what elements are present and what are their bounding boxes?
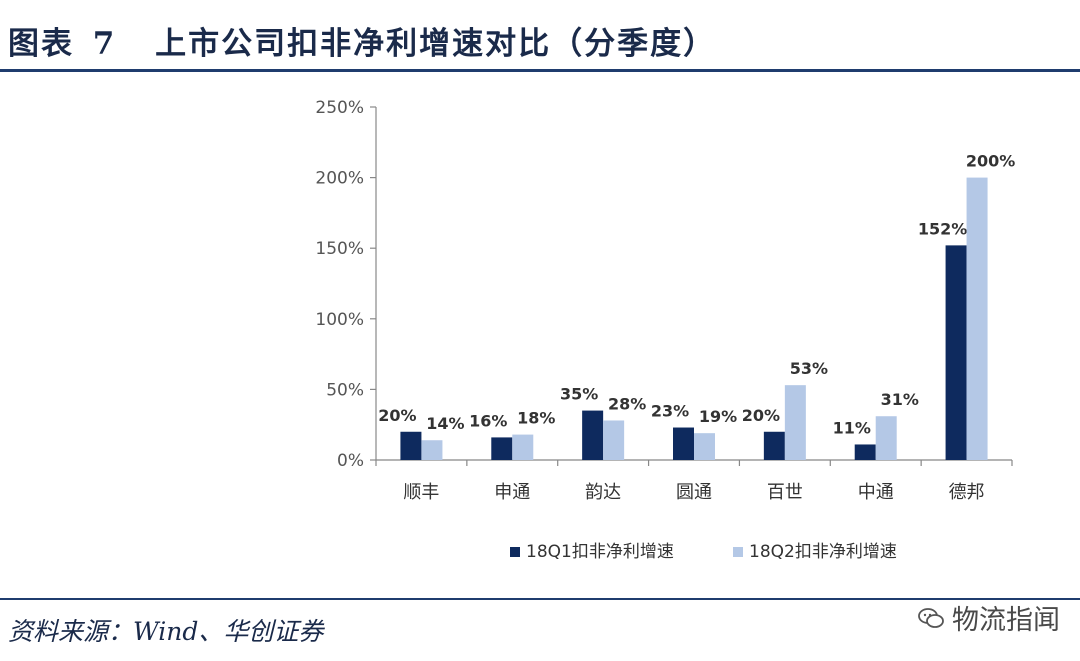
data-label: 20% — [742, 406, 780, 425]
x-tick-label: 德邦 — [949, 482, 985, 503]
figure-label: 图表 — [8, 26, 74, 62]
data-label: 152% — [918, 219, 967, 238]
y-tick-label: 150% — [315, 239, 364, 259]
bar-2 — [966, 177, 988, 460]
bar-1 — [400, 431, 422, 460]
data-label: 53% — [790, 359, 828, 378]
y-tick-label: 0% — [337, 451, 364, 471]
watermark-text: 物流指闻 — [952, 605, 1060, 636]
data-label: 14% — [426, 414, 464, 433]
figure-title: 图表 7 上市公司扣非净利增速对比（分季度） — [8, 18, 716, 63]
data-label: 200% — [966, 152, 1015, 171]
x-tick-label: 中通 — [858, 482, 894, 503]
data-label: 18% — [517, 409, 555, 428]
x-tick-label: 韵达 — [585, 482, 621, 503]
bottom-rule — [0, 598, 1080, 600]
bar-1 — [673, 427, 694, 460]
x-tick-label: 顺丰 — [403, 482, 439, 503]
bar-1 — [763, 431, 785, 460]
y-tick-label: 50% — [326, 380, 364, 400]
bar-2 — [512, 434, 534, 460]
y-tick-label: 200% — [315, 169, 364, 189]
bar-2 — [603, 420, 625, 460]
bar-1 — [854, 444, 876, 460]
figure-number: 7 — [92, 26, 117, 62]
data-label: 20% — [378, 406, 416, 425]
data-label: 11% — [833, 418, 871, 437]
bar-2 — [421, 440, 443, 460]
data-label: 35% — [560, 385, 598, 404]
figure-title-text: 上市公司扣非净利增速对比（分季度） — [155, 26, 717, 62]
source-note: 资料来源：Wind、华创证券 — [8, 617, 324, 646]
watermark: 物流指闻 — [918, 598, 1060, 637]
bar-1 — [582, 410, 604, 460]
bar-2 — [875, 416, 897, 460]
bar-1 — [491, 437, 513, 460]
wechat-icon — [918, 607, 944, 628]
top-rule — [0, 69, 1080, 72]
data-label: 19% — [699, 407, 737, 426]
legend-label-2: 18Q2扣非净利增速 — [749, 542, 897, 562]
bar-2 — [784, 385, 806, 460]
bar-chart: 0% 50% 100% 150% 200% 250% 顺丰 申通 韵达 圆通 百世 中通 德邦 20% 16… — [315, 98, 1015, 562]
legend-swatch-2 — [733, 547, 743, 557]
data-label: 23% — [651, 402, 689, 421]
legend-swatch-1 — [510, 547, 520, 557]
y-tick-label: 250% — [315, 98, 364, 118]
data-label: 28% — [608, 394, 646, 413]
data-label: 31% — [881, 390, 919, 409]
legend-label-1: 18Q1扣非净利增速 — [526, 542, 674, 562]
bar-2 — [694, 433, 715, 460]
x-tick-label: 百世 — [767, 482, 803, 503]
y-tick-label: 100% — [315, 310, 364, 330]
x-tick-label: 申通 — [494, 482, 530, 503]
bar-1 — [945, 245, 967, 460]
data-label: 16% — [469, 411, 507, 430]
x-tick-label: 圆通 — [676, 482, 712, 503]
